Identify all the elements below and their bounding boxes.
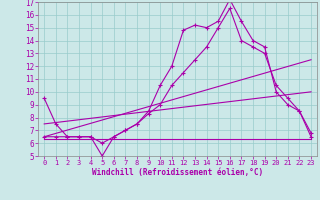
X-axis label: Windchill (Refroidissement éolien,°C): Windchill (Refroidissement éolien,°C) xyxy=(92,168,263,177)
